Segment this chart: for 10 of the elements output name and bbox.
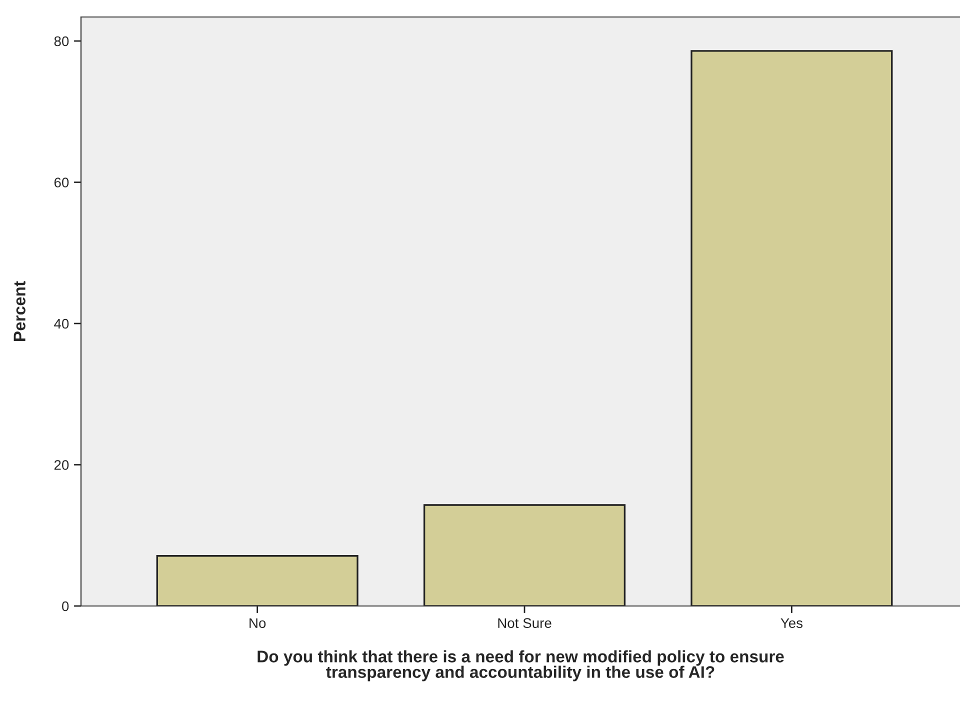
- y-axis-title: Percent: [14, 281, 26, 341]
- y-tick-label: 0: [62, 601, 69, 612]
- x-tick-label: No: [250, 618, 266, 628]
- x-axis-title: Do you think that there is a need for new modified policy to ensure transparency and accountability in the use of AI?: [258, 650, 784, 682]
- y-tick-label: 80: [54, 36, 69, 46]
- y-tick-label: 60: [54, 178, 69, 188]
- x-tick-label: Yes: [780, 618, 803, 628]
- x-tick-label: Not Sure: [498, 618, 552, 628]
- y-tick-label: 40: [54, 318, 69, 329]
- y-tick-label: 20: [54, 460, 69, 470]
